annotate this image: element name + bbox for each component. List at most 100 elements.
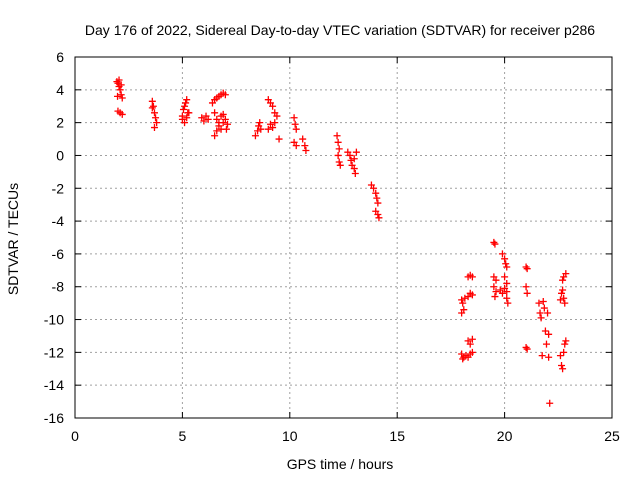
data-point: [468, 273, 476, 281]
data-point: [545, 330, 553, 338]
data-point: [350, 155, 358, 163]
data-point: [213, 127, 221, 135]
data-point: [544, 309, 552, 317]
data-point: [181, 102, 189, 110]
data-point: [468, 348, 476, 356]
data-point: [556, 296, 564, 304]
data-point: [559, 286, 567, 294]
y-axis-label: SDTVAR / TECUs: [5, 183, 21, 295]
y-tick-label: -6: [52, 246, 65, 262]
data-point: [523, 265, 531, 273]
data-point: [118, 94, 126, 102]
data-point: [542, 340, 550, 348]
data-point: [468, 335, 476, 343]
data-point: [558, 289, 566, 297]
chart-title: Day 176 of 2022, Sidereal Day-to-day VTE…: [85, 22, 595, 38]
data-point: [536, 309, 544, 317]
data-point: [461, 294, 469, 302]
y-tick-label: 6: [56, 49, 64, 65]
data-point: [204, 115, 212, 123]
data-point: [458, 309, 466, 317]
data-point: [490, 238, 498, 246]
data-point: [352, 148, 360, 156]
data-point: [546, 399, 554, 407]
data-point: [181, 119, 189, 127]
data-point: [545, 353, 553, 361]
x-tick-label: 10: [282, 428, 298, 444]
data-point: [492, 276, 500, 284]
data-point: [559, 276, 567, 284]
data-point: [183, 96, 191, 104]
y-tick-label: -12: [44, 344, 64, 360]
data-point: [375, 214, 383, 222]
data-point: [374, 211, 382, 219]
data-point: [148, 104, 156, 112]
data-point: [115, 76, 123, 84]
data-point: [117, 81, 125, 89]
data-point: [502, 260, 510, 268]
data-point: [535, 299, 543, 307]
y-tick-label: -2: [52, 180, 65, 196]
data-point: [211, 109, 219, 117]
data-point: [503, 263, 511, 271]
data-point: [269, 124, 277, 132]
data-point: [117, 91, 125, 99]
data-point: [182, 99, 190, 107]
data-point: [254, 127, 262, 135]
data-point: [185, 109, 193, 117]
x-tick-label: 20: [497, 428, 513, 444]
data-point: [373, 194, 381, 202]
data-point: [335, 145, 343, 153]
y-tick-label: 0: [56, 147, 64, 163]
data-point: [334, 151, 342, 159]
data-point: [561, 299, 569, 307]
data-point: [224, 120, 232, 128]
data-point: [271, 119, 279, 127]
data-point: [116, 86, 124, 94]
data-point: [273, 112, 281, 120]
data-point: [347, 156, 355, 164]
y-tick-labels: -16 -14 -12 -10 -8 -6 -4 -2 0 2 4 6: [44, 49, 64, 426]
data-point: [335, 158, 343, 166]
data-point: [200, 117, 208, 125]
plot-frame: [74, 56, 613, 419]
data-point: [558, 361, 566, 369]
data-point: [503, 294, 511, 302]
data-point: [148, 97, 156, 105]
data-point: [372, 189, 380, 197]
data-point: [522, 263, 530, 271]
y-tick-label: -10: [44, 312, 64, 328]
data-point: [503, 288, 511, 296]
data-point: [491, 293, 499, 301]
x-tick-label: 25: [604, 428, 620, 444]
data-point: [459, 299, 467, 307]
data-point: [183, 114, 191, 122]
y-tick-label: -14: [44, 377, 64, 393]
data-point: [539, 297, 547, 305]
data-point: [153, 119, 161, 127]
x-tick-label: 5: [179, 428, 187, 444]
data-point: [468, 291, 476, 299]
data-point: [498, 250, 506, 258]
data-point: [264, 125, 272, 133]
data-point: [556, 352, 564, 360]
data-point: [269, 102, 277, 110]
data-point: [114, 79, 122, 87]
data-point: [522, 343, 530, 351]
data-point: [562, 270, 570, 278]
data-point: [292, 142, 300, 150]
x-tick-label: 15: [389, 428, 405, 444]
data-point: [257, 125, 265, 133]
data-point: [560, 348, 568, 356]
data-point: [560, 294, 568, 302]
data-point: [559, 365, 567, 373]
data-point: [251, 132, 259, 140]
data-point: [466, 340, 474, 348]
data-point: [541, 327, 549, 335]
data-point: [275, 135, 283, 143]
grid-lines: [75, 57, 612, 418]
data-point: [490, 283, 498, 291]
data-point: [503, 279, 511, 287]
data-point: [350, 165, 358, 173]
